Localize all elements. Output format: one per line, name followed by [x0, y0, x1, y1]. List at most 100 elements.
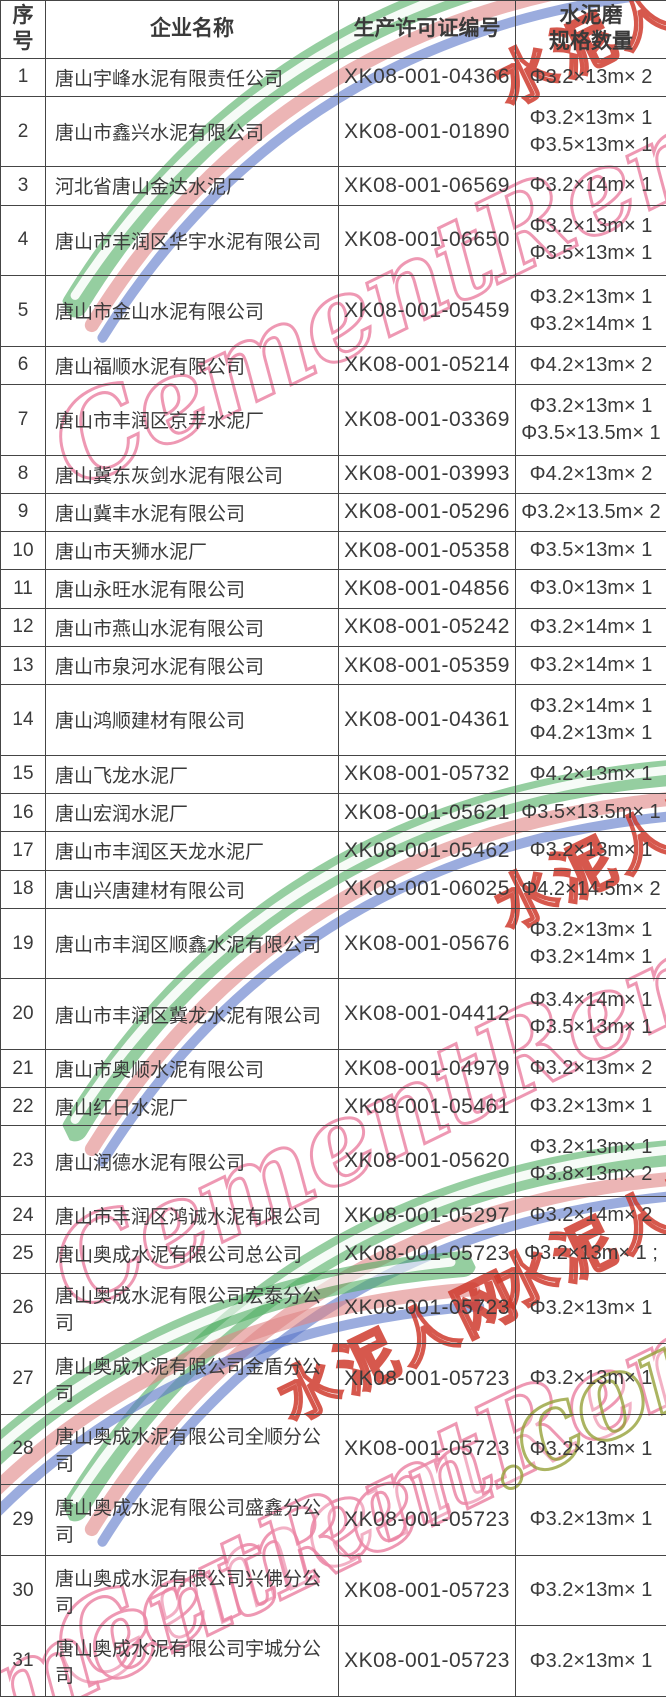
table-row: 24 唐山市丰润区鸿诚水泥有限公司 XK08-001-05297 Φ3.2×14m× …: [0, 1195, 666, 1236]
cell-mill-specs: Φ3.2×13m× 1: [515, 1484, 666, 1556]
cell-company-name: 唐山奥成水泥有限公司总公司: [45, 1234, 339, 1274]
cell-license-number: XK08-001-05723: [338, 1625, 516, 1697]
cell-mill-specs: Φ3.2×13m× 1: [515, 831, 666, 871]
cell-mill-specs: Φ3.2×13m× 1 ;: [515, 1234, 666, 1274]
spec-line: Φ3.2×13m× 1: [529, 1136, 653, 1159]
cell-row-number: 19: [0, 907, 46, 980]
spec-line: Φ3.2×13m× 1: [529, 215, 653, 238]
table-row: 23 唐山润德水泥有限公司 XK08-001-05620 Φ3.2×13m× 1 Φ3.…: [0, 1125, 666, 1197]
cell-mill-specs: Φ3.2×13m× 1: [515, 1272, 666, 1345]
cell-mill-specs: Φ3.2×13m× 1: [515, 1087, 666, 1127]
table-row: 3 河北省唐山金达水泥厂 XK08-001-06569 Φ3.2×14m× 1: [0, 166, 666, 206]
cell-mill-specs: Φ4.2×14.5m× 2: [515, 869, 666, 909]
cell-row-number: 8: [0, 454, 46, 494]
cell-company-name: 唐山奥成水泥有限公司盛鑫分公司: [45, 1484, 339, 1556]
cell-company-name: 唐山市泉河水泥有限公司: [45, 645, 339, 686]
cell-mill-specs: Φ3.2×13m× 1 Φ3.2×14m× 1: [515, 907, 666, 980]
spec-line: Φ3.5×13.5m× 1: [521, 801, 661, 824]
cell-mill-specs: Φ4.2×13m× 2: [515, 345, 666, 385]
spec-line: Φ3.2×14m× 1: [529, 312, 653, 335]
cell-company-name: 唐山市奥顺水泥有限公司: [45, 1048, 339, 1089]
cell-company-name: 唐山冀丰水泥有限公司: [45, 492, 339, 533]
cell-row-number: 23: [0, 1125, 46, 1197]
header-row: 序号 企业名称 生产许可证编号 水泥磨 规格数量: [0, 0, 666, 59]
table-row: 11 唐山永旺水泥有限公司 XK08-001-04856 Φ3.0×13m× 1: [0, 569, 666, 609]
spec-line: Φ4.2×14.5m× 2: [521, 877, 661, 900]
table-row: 10 唐山市天狮水泥厂 XK08-001-05358 Φ3.5×13m× 1: [0, 531, 666, 571]
cell-license-number: XK08-001-05462: [338, 831, 516, 871]
table-row: 30 唐山奥成水泥有限公司兴佛分公司 XK08-001-05723 Φ3.2×13m×…: [0, 1554, 666, 1627]
table-row: 2 唐山市鑫兴水泥有限公司 XK08-001-01890 Φ3.2×13m× 1 Φ3.…: [0, 95, 666, 168]
cell-license-number: XK08-001-05732: [338, 754, 516, 794]
spec-line: Φ3.2×13m× 1: [529, 1367, 653, 1390]
table-row: 22 唐山红日水泥厂 XK08-001-05461 Φ3.2×13m× 1: [0, 1087, 666, 1127]
cell-license-number: XK08-001-04856: [338, 569, 516, 609]
cell-mill-specs: Φ3.2×13m× 1: [515, 1625, 666, 1697]
cell-company-name: 唐山市丰润区顺鑫水泥有限公司: [45, 907, 339, 980]
cell-mill-specs: Φ3.2×13m× 1 Φ3.5×13m× 1: [515, 204, 666, 277]
cell-company-name: 唐山兴唐建材有限公司: [45, 869, 339, 909]
cell-mill-specs: Φ3.2×13m× 1 Φ3.2×14m× 1: [515, 275, 666, 347]
cell-row-number: 9: [0, 492, 46, 533]
cell-license-number: XK08-001-05296: [338, 492, 516, 533]
spec-line: Φ3.5×13m× 1: [529, 1016, 653, 1039]
cell-license-number: XK08-001-05459: [338, 275, 516, 347]
cell-row-number: 20: [0, 978, 46, 1050]
spec-line: Φ3.2×14m× 2: [529, 1204, 653, 1227]
spec-line: Φ3.2×14m× 1: [529, 615, 653, 638]
cell-mill-specs: Φ3.2×13m× 2: [515, 57, 666, 97]
spec-line: Φ4.2×13m× 1: [529, 721, 653, 744]
spec-line: Φ3.0×13m× 1: [529, 577, 653, 600]
cell-license-number: XK08-001-04361: [338, 684, 516, 756]
spec-line: Φ3.2×14m× 1: [529, 174, 653, 197]
spec-line: Φ3.2×13m× 1 ;: [524, 1242, 658, 1265]
cell-license-number: XK08-001-03369: [338, 383, 516, 456]
cell-row-number: 7: [0, 383, 46, 456]
cell-company-name: 唐山市金山水泥有限公司: [45, 275, 339, 347]
spec-line: Φ3.2×13m× 1: [529, 106, 653, 129]
cell-mill-specs: Φ3.2×14m× 1 Φ4.2×13m× 1: [515, 684, 666, 756]
cell-row-number: 18: [0, 869, 46, 909]
spec-line: Φ4.2×13m× 1: [529, 762, 653, 785]
table-row: 8 唐山冀东灰剑水泥有限公司 XK08-001-03993 Φ4.2×13m× 2: [0, 454, 666, 494]
table-row: 19 唐山市丰润区顺鑫水泥有限公司 XK08-001-05676 Φ3.2×13m× …: [0, 907, 666, 980]
spec-line: Φ3.5×13m× 1: [529, 242, 653, 265]
spec-line: Φ3.2×13m× 1: [529, 285, 653, 308]
spec-line: Φ3.2×14m× 1: [529, 945, 653, 968]
cell-license-number: XK08-001-05297: [338, 1195, 516, 1236]
cell-mill-specs: Φ3.2×14m× 1: [515, 607, 666, 647]
table-row: 20 唐山市丰润区冀龙水泥有限公司 XK08-001-04412 Φ3.4×14m× …: [0, 978, 666, 1050]
table-row: 7 唐山市丰润区京丰水泥厂 XK08-001-03369 Φ3.2×13m× 1 Φ3.…: [0, 383, 666, 456]
cell-company-name: 唐山奥成水泥有限公司兴佛分公司: [45, 1554, 339, 1627]
cell-company-name: 唐山市鑫兴水泥有限公司: [45, 95, 339, 168]
cell-mill-specs: Φ3.2×13m× 1 Φ3.5×13.5m× 1: [515, 383, 666, 456]
cell-company-name: 唐山飞龙水泥厂: [45, 754, 339, 794]
cell-company-name: 唐山宇峰水泥有限责任公司: [45, 57, 339, 97]
cell-license-number: XK08-001-05723: [338, 1272, 516, 1345]
cell-mill-specs: Φ3.2×13m× 1: [515, 1554, 666, 1627]
cell-row-number: 22: [0, 1087, 46, 1127]
cell-row-number: 17: [0, 831, 46, 871]
cell-company-name: 唐山市丰润区天龙水泥厂: [45, 831, 339, 871]
cell-row-number: 28: [0, 1413, 46, 1486]
cell-license-number: XK08-001-04412: [338, 978, 516, 1050]
cell-mill-specs: Φ3.2×13m× 2: [515, 1048, 666, 1089]
spec-line: Φ3.5×13m× 1: [529, 133, 653, 156]
spec-line: Φ3.8×13m× 2: [529, 1163, 653, 1186]
spec-line: Φ3.2×13.5m× 2: [521, 500, 661, 523]
table-row: 1 唐山宇峰水泥有限责任公司 XK08-001-04366 Φ3.2×13m× 2: [0, 57, 666, 97]
cell-row-number: 31: [0, 1625, 46, 1697]
spec-line: Φ3.2×13m× 1: [529, 1649, 653, 1672]
cell-license-number: XK08-001-06569: [338, 166, 516, 206]
table-row: 21 唐山市奥顺水泥有限公司 XK08-001-04979 Φ3.2×13m× 2: [0, 1048, 666, 1089]
table-row: 15 唐山飞龙水泥厂 XK08-001-05732 Φ4.2×13m× 1: [0, 754, 666, 794]
cell-row-number: 4: [0, 204, 46, 277]
spec-line: Φ3.2×13m× 1: [529, 918, 653, 941]
spec-line: Φ3.2×13m× 1: [529, 1296, 653, 1319]
cell-license-number: XK08-001-05723: [338, 1234, 516, 1274]
cell-mill-specs: Φ3.2×13m× 1 Φ3.8×13m× 2: [515, 1125, 666, 1197]
spec-line: Φ3.2×13m× 1: [529, 839, 653, 862]
